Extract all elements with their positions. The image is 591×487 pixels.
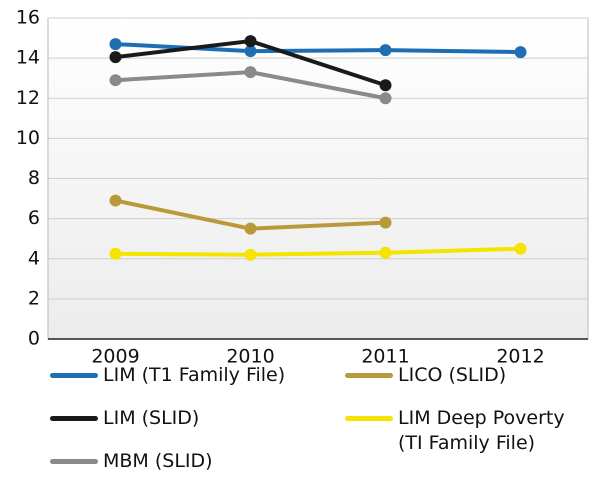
data-point [244, 248, 257, 261]
legend-item: MBM (SLID) [50, 449, 288, 474]
data-point [379, 216, 392, 229]
data-point [109, 38, 122, 51]
legend-label: LICO (SLID) [398, 364, 507, 386]
legend-swatch [50, 416, 98, 421]
y-tick-label: 8 [28, 167, 40, 189]
legend-label: MBM (SLID) [103, 450, 213, 472]
y-tick-label: 10 [16, 127, 40, 149]
legend-item: LIM (SLID) [50, 406, 288, 431]
y-tick-label: 2 [28, 287, 40, 309]
x-tick-label: 2011 [361, 346, 409, 368]
x-tick-label: 2012 [496, 346, 544, 368]
y-tick-label: 0 [28, 328, 40, 350]
legend-label: LIM (SLID) [103, 407, 200, 429]
data-point [244, 45, 257, 58]
data-point [109, 74, 122, 87]
legend-label: LIM Deep Poverty (TI Family File) [398, 407, 565, 454]
y-tick-label: 12 [16, 87, 40, 109]
data-point [109, 194, 122, 207]
data-point [514, 46, 527, 59]
data-point [109, 247, 122, 260]
x-tick-label: 2009 [91, 346, 139, 368]
data-point [109, 51, 122, 64]
y-tick-label: 4 [28, 247, 40, 269]
data-point [244, 35, 257, 48]
data-point [244, 222, 257, 235]
data-point [379, 79, 392, 92]
legend-item: LICO (SLID) [345, 363, 583, 388]
series-line [115, 246, 521, 257]
legend-item: LIM Deep Poverty (TI Family File) [345, 406, 583, 456]
y-tick-label: 16 [16, 7, 40, 29]
data-point [379, 246, 392, 259]
legend-swatch [50, 459, 98, 464]
legend-label: LIM (T1 Family File) [103, 364, 286, 386]
data-point [514, 242, 527, 255]
legend-item: LIM (T1 Family File) [50, 363, 288, 388]
data-point [244, 66, 257, 79]
y-tick-label: 6 [28, 207, 40, 229]
x-tick-label: 2010 [226, 346, 274, 368]
legend-swatch [345, 373, 393, 378]
legend-swatch [50, 373, 98, 378]
y-tick-label: 14 [16, 47, 40, 69]
data-point [379, 92, 392, 105]
legend-swatch [345, 416, 393, 421]
data-point [379, 44, 392, 57]
